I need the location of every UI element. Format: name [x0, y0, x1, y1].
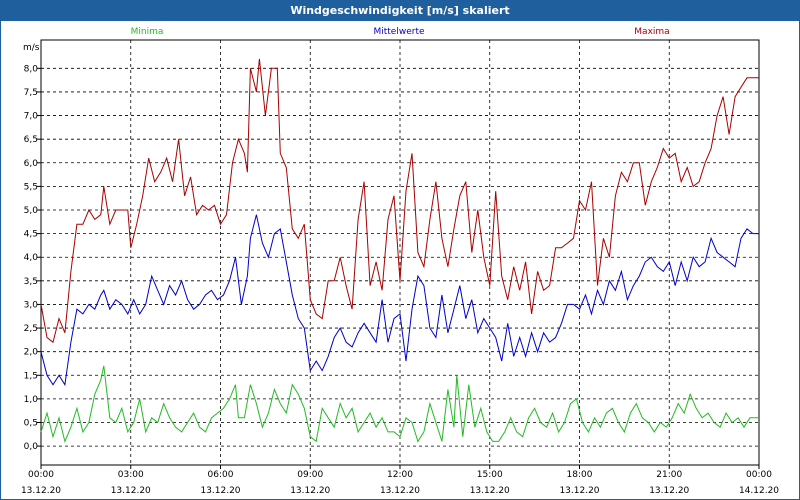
x-tick-date-label: 13.12.20	[200, 486, 240, 496]
y-tick-label: 7,5	[24, 88, 38, 98]
plot-frame	[40, 39, 760, 466]
y-tick-labels: 0,0 0,5 1,0 1,5 2,0 2,5 3,0 3,5 4,0 4,5 5,0 5,5 6,0 6…	[24, 64, 39, 452]
y-tick-label: 4,0	[24, 253, 39, 263]
y-tick-label: 1,5	[24, 371, 38, 381]
wind-speed-chart: 0,0 0,5 1,0 1,5 2,0 2,5 3,0 3,5 4,0 4,5 5,0 5,5 6,0 6…	[21, 27, 779, 496]
x-tick-date-label: 13.12.20	[111, 486, 151, 496]
y-tick-label: 3,5	[24, 277, 38, 287]
x-tick-time-label: 00:00	[746, 470, 772, 480]
y-tick-label: 6,0	[24, 159, 39, 169]
series-line-mittelwerte	[40, 214, 759, 387]
y-tick-label: 0,5	[24, 419, 38, 429]
y-tick-label: 5,0	[24, 206, 39, 216]
x-tick-date-label: 13.12.20	[290, 486, 330, 496]
x-tick-time-label: 12:00	[387, 470, 413, 480]
x-tick-time-label: 00:00	[28, 470, 54, 480]
chart-grid	[41, 40, 759, 465]
x-tick-time-label: 21:00	[656, 470, 682, 480]
y-tick-label: 4,5	[24, 230, 38, 240]
legend-entry-mittelwerte: Mittelwerte	[373, 27, 424, 37]
y-tick-label: 3,0	[24, 300, 39, 310]
x-tick-date-label: 14.12.20	[739, 486, 779, 496]
series-line-minima	[40, 365, 759, 443]
x-tick-date-label: 13.12.20	[649, 486, 689, 496]
window-title: Windgeschwindigkeit [m/s] skaliert	[1, 1, 799, 21]
y-tick-label: 5,5	[24, 182, 38, 192]
x-tick-time-label: 03:00	[118, 470, 144, 480]
x-tick-date-label: 13.12.20	[559, 486, 599, 496]
y-tick-label: 6,5	[24, 135, 38, 145]
series-lines	[40, 58, 759, 443]
y-axis-unit-label: m/s	[23, 43, 40, 53]
y-tick-label: 2,5	[24, 324, 38, 334]
x-tick-date-label: 13.12.20	[380, 486, 420, 496]
x-tick-date-label: 13.12.20	[470, 486, 510, 496]
series-line-maxima	[40, 58, 759, 344]
y-tick-label: 1,0	[24, 395, 39, 405]
x-tick-time-label: 06:00	[208, 470, 234, 480]
chart-axes	[37, 39, 760, 469]
x-tick-labels: 00:00 13.12.20 03:00 13.12.20 06:00 13.12.20 0…	[21, 470, 779, 496]
y-tick-label: 7,0	[24, 112, 39, 122]
x-tick-time-label: 15:00	[477, 470, 503, 480]
legend-entry-maxima: Maxima	[634, 27, 669, 37]
y-tick-label: 8,0	[24, 64, 39, 74]
legend-entry-minima: Minima	[131, 27, 164, 37]
x-tick-time-label: 09:00	[297, 470, 323, 480]
y-tick-label: 2,0	[24, 348, 39, 358]
chart-legend: Minima Mittelwerte Maxima	[131, 27, 670, 37]
x-tick-date-label: 13.12.20	[21, 486, 61, 496]
y-tick-label: 0,0	[24, 442, 39, 452]
x-tick-time-label: 18:00	[567, 470, 593, 480]
